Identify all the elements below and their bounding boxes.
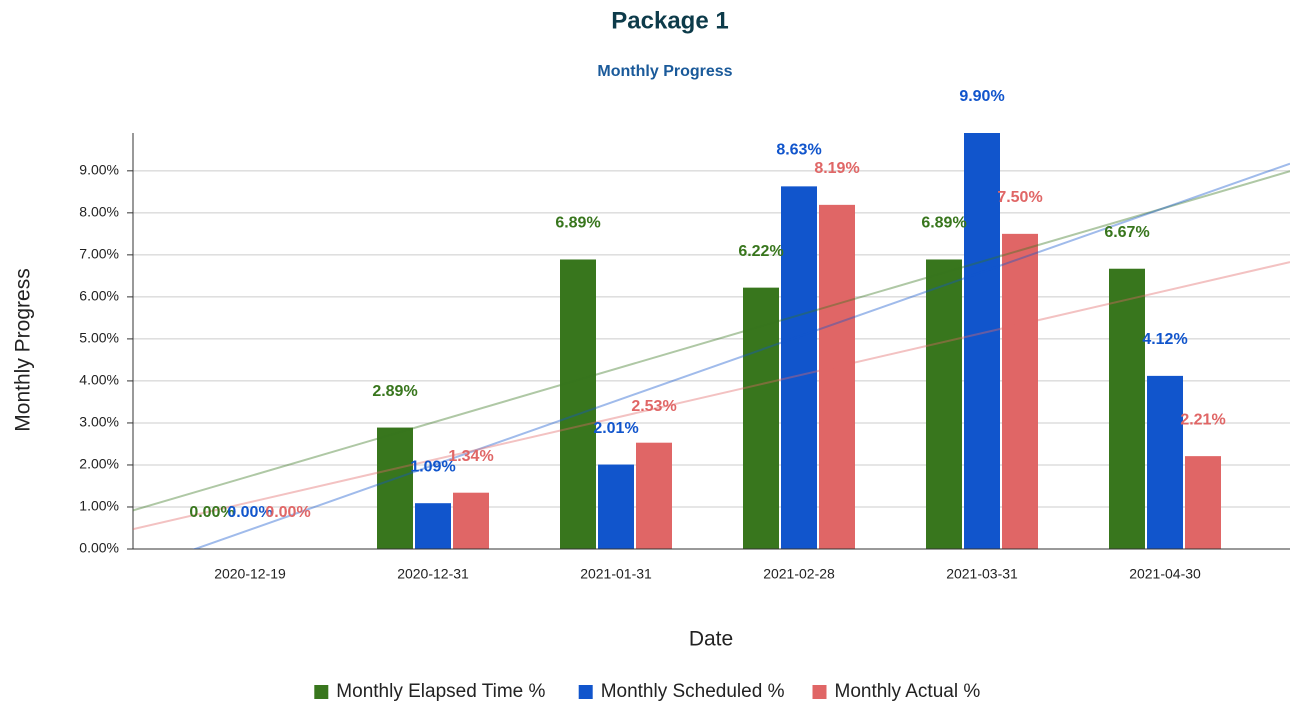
trendline [133, 261, 1290, 531]
value-label: 6.89% [921, 215, 966, 232]
bar [743, 287, 779, 549]
value-label: 8.63% [776, 142, 821, 159]
value-label: 9.90% [959, 88, 1004, 105]
bar [926, 259, 962, 549]
value-label: 6.67% [1104, 224, 1149, 241]
legend-swatch [314, 685, 329, 699]
value-label: 0.00% [189, 504, 234, 521]
value-label: 6.89% [555, 215, 600, 232]
value-label: 8.19% [814, 160, 859, 177]
x-tick-label: 2021-02-28 [763, 566, 835, 582]
value-label: 1.09% [410, 458, 455, 475]
x-axis-label: Date [689, 628, 733, 651]
legend-label: Monthly Elapsed Time % [336, 681, 545, 702]
y-tick-label: 5.00% [79, 330, 119, 346]
bar [377, 427, 413, 549]
bar [1147, 375, 1183, 549]
value-label: 0.00% [227, 504, 272, 521]
legend-swatch [812, 685, 827, 699]
bar [598, 464, 634, 549]
bar [1002, 233, 1038, 549]
value-label: 7.50% [997, 189, 1042, 206]
legend-label: Monthly Scheduled % [601, 681, 785, 702]
bar [636, 442, 672, 549]
trendline [192, 162, 1290, 549]
y-tick-label: 8.00% [79, 204, 119, 220]
bar [781, 186, 817, 549]
y-tick-label: 6.00% [79, 288, 119, 304]
x-tick-label: 2021-03-31 [946, 566, 1018, 582]
y-tick-label: 7.00% [79, 246, 119, 262]
legend-swatch [578, 685, 593, 699]
value-label: 4.12% [1142, 331, 1187, 348]
bar [453, 492, 489, 549]
value-label: 2.53% [631, 398, 676, 415]
y-tick-label: 1.00% [79, 498, 119, 514]
value-label: 2.01% [593, 420, 638, 437]
y-axis-label: Monthly Progress [12, 268, 35, 431]
bar [560, 259, 596, 549]
y-tick-label: 0.00% [79, 540, 119, 556]
y-tick-label: 9.00% [79, 162, 119, 178]
trendline [133, 170, 1290, 512]
value-label: 2.21% [1180, 411, 1225, 428]
bar [415, 503, 451, 549]
bar [1185, 456, 1221, 549]
x-tick-label: 2021-04-30 [1129, 566, 1201, 582]
value-label: 6.22% [738, 243, 783, 260]
x-tick-label: 2020-12-31 [397, 566, 469, 582]
y-tick-label: 3.00% [79, 414, 119, 430]
y-tick-label: 2.00% [79, 456, 119, 472]
bar [819, 204, 855, 549]
value-label: 2.89% [372, 383, 417, 400]
y-tick-label: 4.00% [79, 372, 119, 388]
legend-label: Monthly Actual % [835, 681, 981, 702]
value-label: 0.00% [265, 504, 310, 521]
chart-title: Package 1 [611, 7, 728, 34]
value-label: 1.34% [448, 448, 493, 465]
bar [964, 133, 1000, 549]
x-tick-label: 2021-01-31 [580, 566, 652, 582]
chart-subtitle: Monthly Progress [597, 63, 732, 80]
bar [1109, 268, 1145, 549]
x-tick-label: 2020-12-19 [214, 566, 286, 582]
